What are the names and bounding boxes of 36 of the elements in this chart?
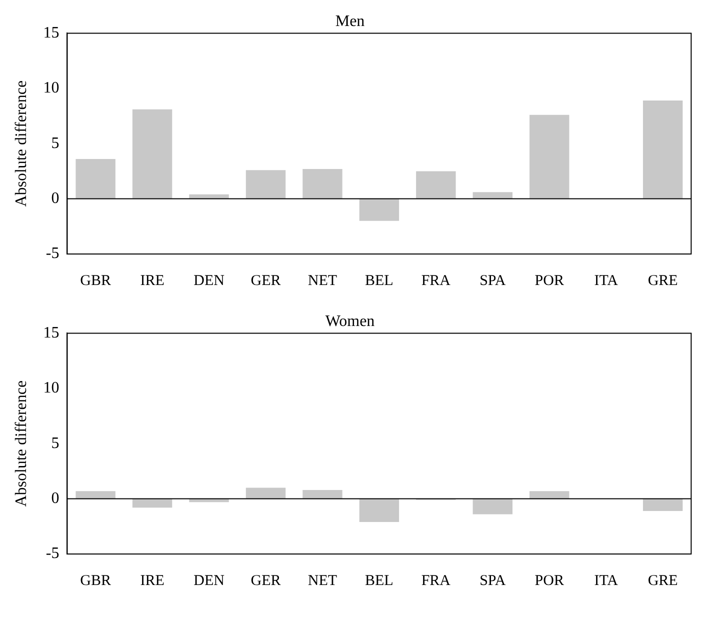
x-tick-label: IRE [140,272,164,289]
y-tick-label: 10 [43,80,60,97]
y-tick-label: 10 [43,380,60,397]
x-tick-label: IRE [140,572,164,589]
x-tick-label: GBR [80,572,111,589]
chart-title: Men [335,12,365,30]
x-tick-label: GRE [648,272,678,289]
x-tick-label: SPA [480,272,506,289]
y-tick-label: 0 [51,190,60,208]
x-tick-label: DEN [194,272,225,289]
x-tick-label: DEN [194,572,225,589]
y-axis-title: Absolute difference [12,380,30,507]
y-tick-label: 5 [51,434,60,452]
x-tick-label: GER [250,272,281,289]
x-tick-label: GRE [648,572,678,589]
x-tick-label: POR [534,272,564,289]
x-tick-label: ITA [594,272,618,289]
y-tick-label: 5 [51,134,60,152]
y-tick-label: 15 [43,324,60,342]
x-tick-label: GBR [80,272,111,289]
x-tick-label: NET [308,272,338,289]
chart-title: Women [325,312,375,330]
x-tick-label: FRA [421,572,451,589]
y-axis-title: Absolute difference [12,80,30,207]
y-tick-label: -5 [46,545,60,562]
x-tick-label: FRA [421,272,451,289]
y-tick-label: -5 [46,245,60,262]
y-tick-label: 0 [51,490,60,508]
y-tick-label: 15 [43,24,60,42]
x-tick-label: ITA [594,572,618,589]
x-tick-label: BEL [365,272,394,289]
x-tick-label: SPA [480,572,506,589]
x-tick-label: GER [250,572,281,589]
x-tick-label: NET [308,572,338,589]
x-tick-label: POR [534,572,564,589]
x-tick-label: BEL [365,572,394,589]
